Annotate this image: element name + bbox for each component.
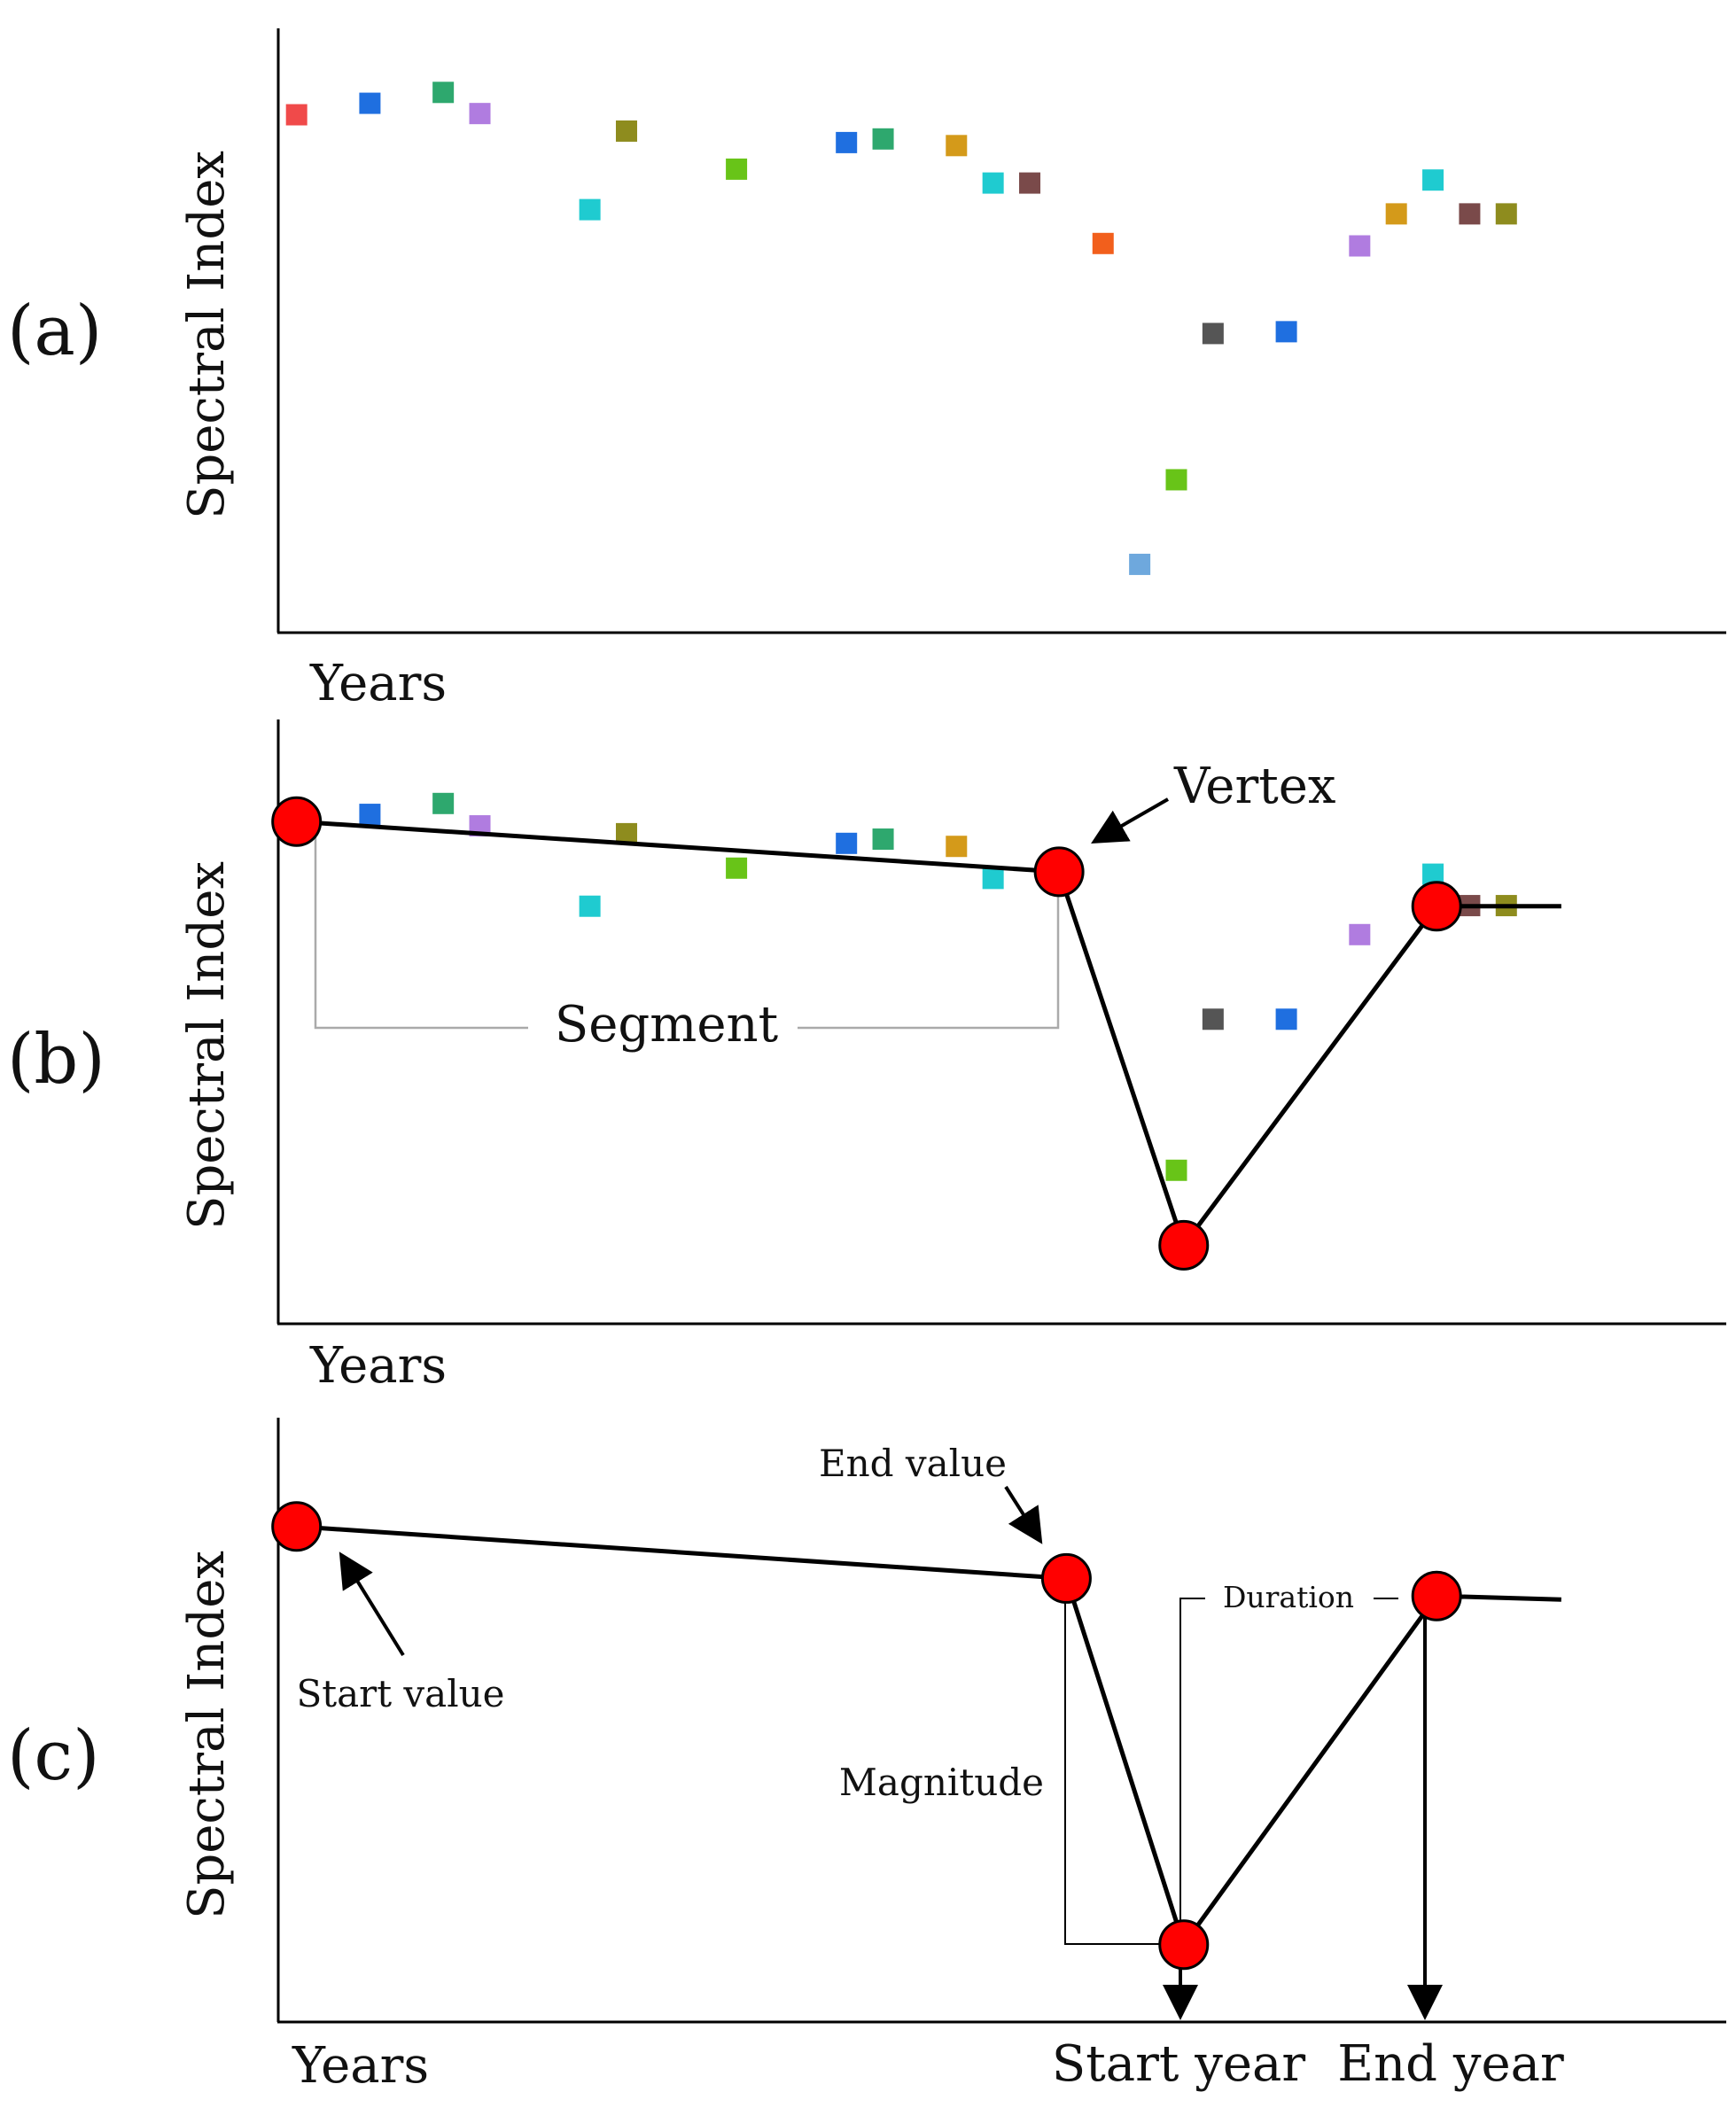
data-points <box>359 792 1517 1181</box>
data-points <box>285 82 1517 575</box>
data-point <box>359 92 381 114</box>
data-point <box>1092 232 1114 254</box>
data-point <box>726 857 748 879</box>
end-value-arrow <box>1004 1485 1043 1544</box>
start-year-label: Start year <box>1052 2035 1305 2093</box>
data-point <box>946 135 968 157</box>
data-point <box>1019 172 1041 194</box>
vertex-marker <box>1411 1570 1462 1621</box>
data-point <box>432 792 455 814</box>
data-point <box>1349 235 1371 257</box>
y-axis-label: Spectral Index <box>178 861 236 1230</box>
data-point <box>1422 169 1444 191</box>
data-point <box>726 158 748 180</box>
panel-label-b: (b) <box>7 1020 105 1100</box>
duration-bracket <box>1179 1598 1398 1940</box>
vertex-marker <box>271 796 323 847</box>
end-value-label: End value <box>819 1442 1007 1485</box>
data-point <box>1165 1159 1187 1181</box>
vertex-marker <box>1158 1219 1210 1271</box>
panel-a: (a) Spectral Index Years <box>7 28 1726 712</box>
y-axis-label: Spectral Index <box>178 1551 236 1919</box>
panel-c: (c) Spectral Index Years Magnitude Durat… <box>7 1418 1726 2095</box>
data-point <box>1202 323 1224 345</box>
magnitude-bracket <box>1064 1575 1180 1945</box>
data-point <box>285 104 307 126</box>
data-point <box>982 172 1004 194</box>
data-point <box>872 128 894 150</box>
panel-label-a: (a) <box>7 292 102 371</box>
start-value-arrow <box>339 1551 405 1657</box>
data-point <box>1165 469 1187 491</box>
data-point <box>836 131 858 153</box>
vertex-marker <box>1040 1552 1092 1604</box>
data-point <box>1202 1008 1224 1030</box>
data-point <box>615 120 637 142</box>
segment-bracket <box>314 817 1060 1030</box>
y-axis-label: Spectral Index <box>178 151 236 519</box>
data-point <box>982 867 1004 890</box>
x-axis-label: Years <box>309 1337 447 1395</box>
data-point <box>946 836 968 858</box>
vertex-marker <box>1033 846 1085 898</box>
vertex-arrow <box>1091 797 1169 844</box>
data-point <box>872 828 894 851</box>
panel-b: (b) Spectral Index Years Segment Vertex <box>7 719 1726 1395</box>
data-point <box>469 103 491 125</box>
data-point <box>1129 553 1151 575</box>
fitted-trajectory <box>271 796 1561 1271</box>
data-point <box>359 804 381 826</box>
data-point <box>1459 203 1481 225</box>
data-point <box>1275 321 1297 343</box>
vertex-marker <box>1158 1919 1210 1971</box>
data-point <box>1385 203 1407 225</box>
vertex-label: Vertex <box>1173 758 1335 815</box>
vertex-marker <box>271 1501 323 1552</box>
trajectory-line <box>296 819 1561 1248</box>
data-point <box>1275 1008 1297 1030</box>
vertex-marker <box>1411 881 1462 932</box>
duration-label: Duration <box>1223 1580 1354 1614</box>
end-year-label: End year <box>1337 2035 1564 2093</box>
panel-label-c: (c) <box>7 1716 100 1796</box>
data-point <box>432 82 455 104</box>
x-axis-label: Years <box>309 655 447 712</box>
trajectory-line <box>296 1524 1561 1948</box>
magnitude-label: Magnitude <box>839 1761 1044 1804</box>
fitted-trajectory <box>271 1501 1561 1971</box>
start-value-label: Start value <box>296 1672 504 1715</box>
data-point <box>1349 923 1371 945</box>
x-axis-label: Years <box>292 2037 429 2095</box>
segment-label: Segment <box>555 996 779 1054</box>
data-point <box>579 198 601 221</box>
data-point <box>836 832 858 854</box>
data-point <box>579 895 601 917</box>
data-point <box>1495 203 1517 225</box>
